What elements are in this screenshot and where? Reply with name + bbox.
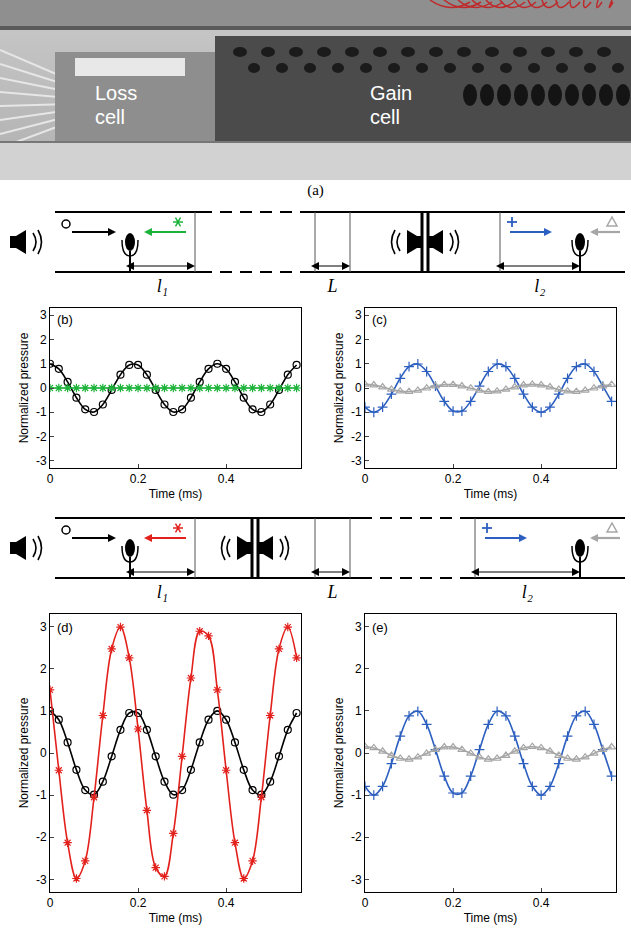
svg-text:-3: -3: [351, 454, 362, 468]
svg-text:2: 2: [355, 662, 362, 676]
svg-text:0.2: 0.2: [445, 896, 462, 910]
svg-text:3: 3: [355, 620, 362, 634]
svg-text:cell: cell: [370, 106, 400, 128]
svg-text:Normalized pressure: Normalized pressure: [332, 697, 346, 808]
svg-text:0.4: 0.4: [218, 896, 235, 910]
svg-text:2: 2: [40, 333, 47, 347]
svg-text:-3: -3: [351, 873, 362, 887]
svg-text:2: 2: [40, 662, 47, 676]
svg-text:-1: -1: [36, 788, 47, 802]
svg-text:0.2: 0.2: [130, 896, 147, 910]
svg-text:-3: -3: [36, 873, 47, 887]
svg-text:Time (ms): Time (ms): [149, 911, 203, 925]
svg-text:(d): (d): [57, 620, 73, 635]
svg-text:(e): (e): [372, 620, 388, 635]
svg-text:Normalized pressure: Normalized pressure: [332, 332, 346, 443]
svg-text:0: 0: [47, 896, 54, 910]
svg-text:1: 1: [40, 704, 47, 718]
svg-text:0.2: 0.2: [445, 472, 462, 486]
svg-text:Time (ms): Time (ms): [149, 487, 203, 501]
svg-text:(b): (b): [57, 312, 73, 327]
html-text:(a): (a): [307, 182, 324, 198]
svg-text:0: 0: [362, 472, 369, 486]
svg-text:Normalized pressure: Normalized pressure: [17, 332, 31, 443]
svg-text:0: 0: [47, 472, 54, 486]
svg-text:-2: -2: [36, 430, 47, 444]
svg-text:2: 2: [355, 333, 362, 347]
svg-text:Time (ms): Time (ms): [464, 911, 518, 925]
svg-text:-2: -2: [351, 430, 362, 444]
svg-text:l₁: l₁: [157, 276, 168, 296]
svg-text:Gain: Gain: [370, 82, 412, 104]
svg-text:l₂: l₂: [522, 582, 533, 602]
svg-text:1: 1: [355, 357, 362, 371]
svg-text:0: 0: [40, 746, 47, 760]
svg-text:-2: -2: [351, 830, 362, 844]
svg-text:(c): (c): [372, 312, 387, 327]
svg-text:L: L: [326, 276, 337, 296]
svg-text:0: 0: [355, 746, 362, 760]
svg-text:3: 3: [40, 308, 47, 322]
svg-text:0.4: 0.4: [533, 472, 550, 486]
svg-text:-1: -1: [351, 405, 362, 419]
svg-text:0.4: 0.4: [218, 472, 235, 486]
svg-text:3: 3: [40, 620, 47, 634]
svg-text:-3: -3: [36, 454, 47, 468]
svg-text:0: 0: [40, 381, 47, 395]
svg-text:-1: -1: [36, 405, 47, 419]
svg-text:3: 3: [355, 308, 362, 322]
svg-text:L: L: [326, 582, 337, 602]
svg-text:0: 0: [355, 381, 362, 395]
svg-text:Time (ms): Time (ms): [464, 487, 518, 501]
svg-text:-1: -1: [351, 788, 362, 802]
svg-text:0.4: 0.4: [533, 896, 550, 910]
svg-text:0: 0: [362, 896, 369, 910]
svg-text:l₂: l₂: [534, 276, 545, 296]
svg-text:0.2: 0.2: [130, 472, 147, 486]
svg-text:1: 1: [40, 357, 47, 371]
svg-text:Normalized pressure: Normalized pressure: [17, 697, 31, 808]
svg-text:l₁: l₁: [157, 582, 168, 602]
svg-text:cell: cell: [95, 106, 125, 128]
svg-text:1: 1: [355, 704, 362, 718]
svg-text:Loss: Loss: [95, 82, 137, 104]
svg-text:-2: -2: [36, 830, 47, 844]
